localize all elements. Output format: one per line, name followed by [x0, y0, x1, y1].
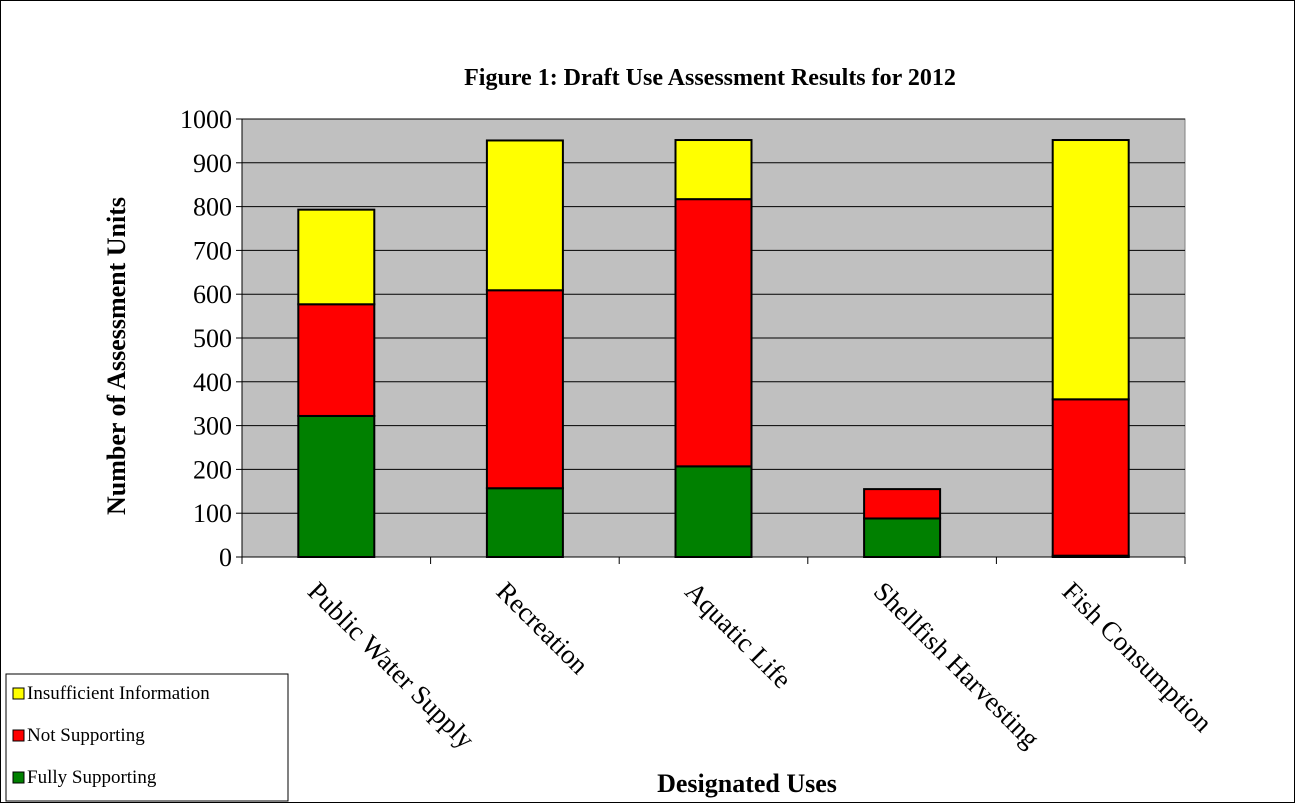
y-tick-label: 200: [193, 455, 232, 484]
bar-segment-fully-supporting: [297, 414, 376, 558]
x-tick-label: Aquatic Life: [679, 576, 797, 694]
y-tick-label: 600: [193, 280, 232, 309]
x-tick-label: Shellfish Harvesting: [868, 576, 1046, 754]
axes: [236, 118, 1186, 564]
x-tick-label: Public Water Supply: [302, 576, 481, 755]
x-axis-title: Designated Uses: [657, 769, 837, 798]
y-tick-labels: 0 100 200 300 400 500 600 700 800 900 1000: [180, 105, 232, 572]
bar-segment-insufficient-information: [485, 139, 564, 292]
legend-swatch-not-supporting: [12, 729, 25, 742]
x-tick-label: Recreation: [491, 576, 595, 680]
x-tick-labels: Public Water Supply Recreation Aquatic Lif…: [302, 576, 1219, 755]
y-tick-label: 400: [193, 368, 232, 397]
legend-label-insufficient-information: Insufficient Information: [27, 683, 210, 704]
bar-segment-fully-supporting: [485, 487, 564, 559]
x-tick-label: Fish Consumption: [1056, 576, 1218, 738]
bar-segment-not-supporting: [863, 488, 942, 520]
y-tick-label: 300: [193, 412, 232, 441]
y-tick-label: 800: [193, 193, 232, 222]
legend-box: [5, 673, 289, 802]
legend: Insufficient Information Not Supporting Fu…: [5, 673, 289, 802]
bar-segment-not-supporting: [485, 289, 564, 490]
y-axis-title: Number of Assessment Units: [102, 197, 131, 515]
bar-segment-not-supporting: [674, 198, 753, 468]
y-tick-label: 0: [219, 543, 232, 572]
y-tick-label: 900: [193, 149, 232, 178]
legend-swatch-fully-supporting: [12, 771, 25, 784]
legend-swatch-insufficient-information: [12, 687, 25, 700]
y-tick-label: 500: [193, 324, 232, 353]
bars: [297, 139, 1130, 559]
y-tick-label: 100: [193, 499, 232, 528]
bar-segment-not-supporting: [297, 303, 376, 417]
y-tick-label: 700: [193, 236, 232, 265]
bar-segment-insufficient-information: [674, 139, 753, 201]
bar-segment-fully-supporting: [674, 465, 753, 559]
legend-label-not-supporting: Not Supporting: [27, 725, 145, 746]
bar-segment-not-supporting: [1051, 398, 1130, 557]
bar-segment-insufficient-information: [1051, 139, 1130, 401]
bar-segment-fully-supporting: [863, 517, 942, 558]
y-tick-label: 1000: [180, 105, 232, 134]
bar-segment-insufficient-information: [297, 208, 376, 306]
chart-title: Figure 1: Draft Use Assessment Results f…: [464, 65, 956, 91]
legend-label-fully-supporting: Fully Supporting: [27, 767, 157, 788]
